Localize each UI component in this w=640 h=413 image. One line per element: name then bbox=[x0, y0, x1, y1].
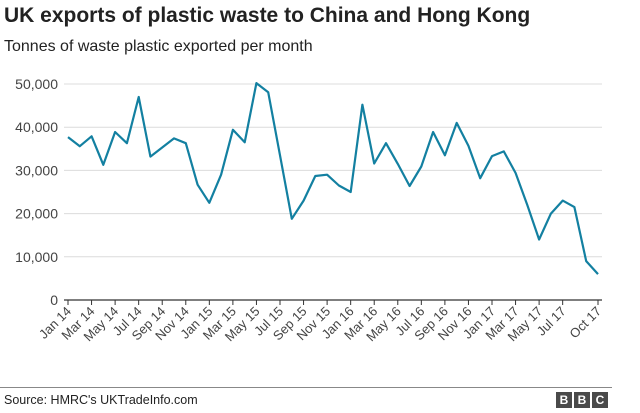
y-tick-label: 0 bbox=[50, 292, 58, 308]
y-tick-label: 30,000 bbox=[15, 162, 58, 178]
chart-subtitle: Tonnes of waste plastic exported per mon… bbox=[4, 38, 313, 55]
y-tick-label: 10,000 bbox=[15, 249, 58, 265]
logo-letter: C bbox=[592, 392, 608, 408]
y-tick-label: 40,000 bbox=[15, 119, 58, 135]
y-tick-label: 50,000 bbox=[15, 76, 58, 92]
bbc-logo: B B C bbox=[556, 392, 608, 408]
chart-title: UK exports of plastic waste to China and… bbox=[4, 4, 531, 27]
series-line bbox=[67, 81, 599, 275]
x-tick-label: Oct 17 bbox=[566, 304, 604, 342]
y-tick-label: 20,000 bbox=[15, 206, 58, 222]
footer-divider bbox=[0, 387, 612, 388]
logo-letter: B bbox=[556, 392, 572, 408]
logo-letter: B bbox=[574, 392, 590, 408]
source-note: Source: HMRC's UKTradeInfo.com bbox=[4, 393, 198, 407]
